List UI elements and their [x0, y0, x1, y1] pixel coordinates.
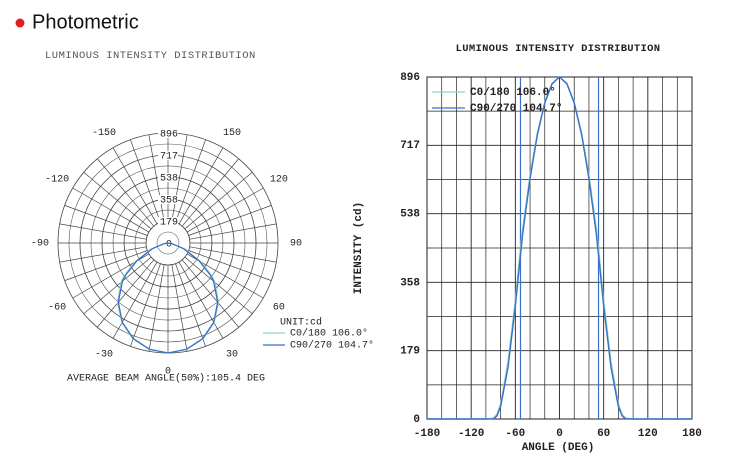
r-label: 179: [160, 218, 178, 229]
r-label: 358: [160, 196, 178, 207]
polar-title: LUMINOUS INTENSITY DISTRIBUTION: [45, 50, 256, 62]
unit-label: UNIT:cd: [280, 317, 322, 329]
legend-label: C90/270 104.7°: [470, 103, 562, 115]
angle-label: 0: [165, 367, 171, 378]
polar-footer: AVERAGE BEAM ANGLE(50%):105.4 DEG: [67, 373, 265, 385]
r-label: 896: [160, 130, 178, 141]
x-tick-label: -120: [458, 428, 484, 440]
minor-spoke: [83, 172, 152, 230]
spoke: [178, 147, 224, 225]
minor-spoke: [130, 139, 161, 223]
minor-spoke: [64, 205, 148, 236]
minor-spoke: [181, 259, 239, 328]
r-label: 538: [160, 174, 178, 185]
x-tick-label: -60: [505, 428, 525, 440]
minor-spoke: [97, 259, 155, 328]
x-tick-label: 120: [638, 428, 658, 440]
minor-spoke: [130, 263, 161, 347]
r-label: 0: [166, 240, 172, 251]
spoke: [72, 187, 150, 233]
angle-label: 60: [273, 303, 285, 314]
legend-label: C90/270 104.7°: [290, 340, 374, 352]
x-axis-label: ANGLE (DEG): [522, 442, 595, 454]
minor-spoke: [59, 246, 147, 263]
header-title: Photometric: [32, 11, 139, 33]
minor-spoke: [59, 223, 147, 240]
minor-spoke: [148, 264, 165, 352]
minor-spoke: [97, 158, 155, 227]
minor-spoke: [148, 134, 165, 222]
y-tick-label: 538: [400, 209, 420, 221]
spoke: [112, 261, 158, 339]
r-label-bg: [158, 195, 178, 205]
minor-spoke: [184, 256, 253, 314]
minor-spoke: [175, 139, 206, 223]
y-tick-label: 896: [400, 72, 420, 84]
minor-spoke: [189, 223, 277, 240]
minor-spoke: [188, 250, 272, 281]
minor-spoke: [188, 205, 272, 236]
minor-spoke: [181, 158, 239, 227]
line-series: [427, 76, 692, 420]
legend-label: C0/180 106.0°: [290, 328, 368, 340]
angle-label: -60: [48, 303, 66, 314]
r-label-bg: [158, 129, 178, 138]
minor-spoke: [171, 264, 188, 352]
polar-curve: [117, 242, 219, 354]
y-tick-label: 0: [413, 414, 420, 426]
minor-spoke: [64, 250, 148, 281]
minor-spoke: [184, 172, 253, 230]
y-tick-label: 717: [400, 140, 420, 152]
r-label-bg: [158, 172, 178, 182]
minor-spoke: [171, 134, 188, 222]
x-tick-label: -180: [414, 428, 440, 440]
r-label-bg: [158, 217, 178, 227]
x-tick-label: 0: [556, 428, 563, 440]
legend-label: C0/180 106.0°: [470, 87, 556, 99]
minor-spoke: [175, 263, 206, 347]
spoke: [186, 187, 264, 233]
spoke: [112, 147, 158, 225]
angle-label: 150: [223, 128, 241, 139]
angle-label: -120: [45, 175, 69, 186]
angle-label: -90: [31, 239, 49, 250]
angle-label: 30: [226, 349, 238, 360]
line-title: LUMINOUS INTENSITY DISTRIBUTION: [456, 43, 661, 55]
x-tick-label: 180: [682, 428, 702, 440]
y-tick-label: 358: [400, 277, 420, 289]
r-label: 717: [160, 152, 178, 163]
minor-spoke: [189, 246, 277, 263]
y-axis-label: INTENSITY (cd): [353, 202, 365, 294]
angle-label: -30: [95, 349, 113, 360]
minor-spoke: [83, 256, 152, 314]
angle-label: 90: [290, 239, 302, 250]
y-tick-label: 179: [400, 346, 420, 358]
angle-label: -150: [92, 128, 116, 139]
angle-label: 120: [270, 175, 288, 186]
spoke: [178, 261, 224, 339]
x-tick-label: 60: [597, 428, 610, 440]
minor-ring: [156, 231, 180, 255]
r-label-bg: [158, 150, 178, 160]
bullet: [15, 18, 25, 28]
